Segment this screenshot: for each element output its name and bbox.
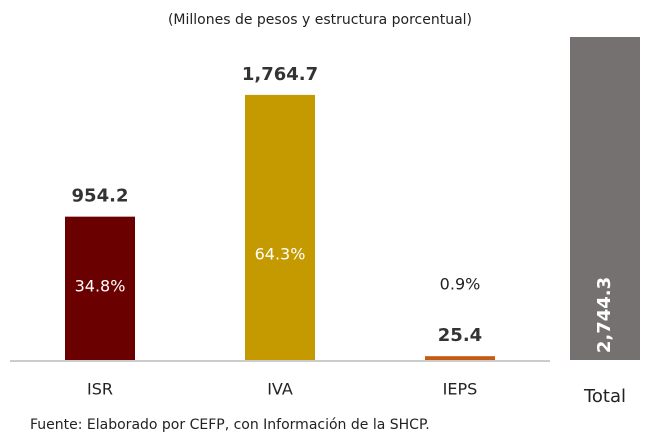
x-tick-label: IVA [267,380,293,399]
bar [570,37,640,360]
share-label: 34.8% [75,277,126,296]
bar [425,356,495,360]
x-tick-label: IEPS [443,380,478,399]
chart-subtitle: (Millones de pesos y estructura porcentu… [168,12,472,28]
x-tick-label: ISR [87,380,113,399]
x-tick-label: Total [583,386,626,407]
share-label: 0.9% [440,275,481,294]
value-label: 2,744.3 [594,277,615,353]
value-label: 954.2 [72,186,129,207]
bar [65,216,135,360]
source-note: Fuente: Elaborado por CEFP, con Informac… [30,417,430,433]
share-label: 64.3% [255,245,306,264]
value-label: 25.4 [438,325,482,346]
bar [245,94,315,360]
value-label: 1,764.7 [242,64,318,85]
